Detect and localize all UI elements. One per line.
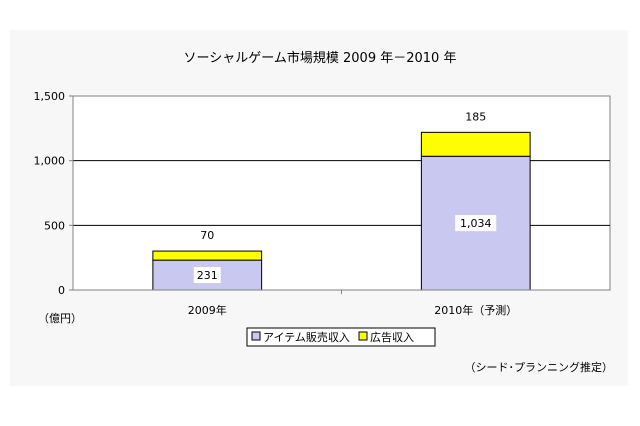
data-label-background xyxy=(193,267,221,284)
data-label-background xyxy=(455,215,497,232)
legend-label: 広告収入 xyxy=(370,331,414,344)
axes: 0 500 1,000 1,500 2009年 2010年（予測） xyxy=(34,90,610,317)
y-tick-label: 1,500 xyxy=(34,90,66,103)
bar-segment xyxy=(152,250,263,261)
data-label: 231 xyxy=(197,269,218,282)
data-labels: 231 70 1,034 185 xyxy=(193,110,497,284)
legend-swatch xyxy=(358,331,368,341)
x-tick-label: 2010年（予測） xyxy=(434,303,517,317)
y-tick-label: 1,000 xyxy=(34,155,66,168)
data-label: 185 xyxy=(465,110,486,123)
x-tick-label: 2009年 xyxy=(188,303,227,317)
legend-label: アイテム販売収入 xyxy=(263,331,350,344)
bar-segment xyxy=(420,131,531,157)
legend-box xyxy=(246,327,436,347)
legend-swatch xyxy=(251,331,261,341)
legend: アイテム販売収入 広告収入 xyxy=(246,327,436,347)
y-tick-label: 500 xyxy=(44,219,65,232)
y-tick-label: 0 xyxy=(58,284,65,297)
data-label: 1,034 xyxy=(460,217,492,230)
data-label: 70 xyxy=(200,229,214,242)
source-note: （シード･プランニング推定） xyxy=(465,360,614,374)
y-axis-unit-label: （億円） xyxy=(38,312,82,325)
chart-title: ソーシャルゲーム市場規模 2009 年－2010 年 xyxy=(184,50,457,66)
bars xyxy=(152,131,531,291)
